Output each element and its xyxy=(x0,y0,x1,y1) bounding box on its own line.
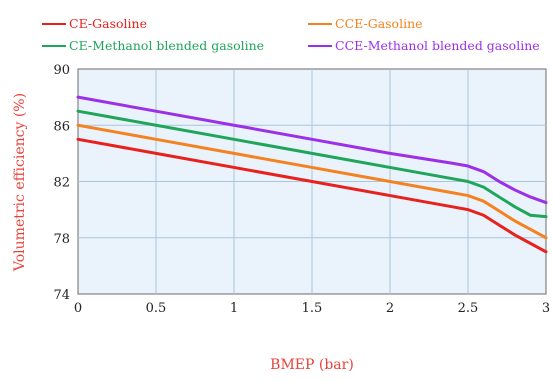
legend: CE-Gasoline CCE-Gasoline CE-Methanol blend… xyxy=(42,16,540,53)
series-line xyxy=(76,95,548,205)
x-tick-label: 2 xyxy=(386,301,394,316)
x-axis-label: BMEP (bar) xyxy=(270,357,354,373)
legend-label: CE-Methanol blended gasoline xyxy=(69,38,264,53)
legend-label: CE-Gasoline xyxy=(69,16,147,31)
y-tick-label: 74 xyxy=(53,288,70,303)
legend-label: CCE-Gasoline xyxy=(335,16,423,31)
y-tick-labels: 74 78 82 86 90 xyxy=(53,63,70,303)
series-lines xyxy=(76,95,548,254)
series-line xyxy=(76,123,548,240)
x-tick-label: 0 xyxy=(74,301,82,316)
x-tick-label: 3 xyxy=(542,301,550,316)
y-axis-label: Volumetric efficiency (%) xyxy=(12,93,28,272)
x-tick-labels: 0 0.5 1 1.5 2 2.5 3 xyxy=(74,301,550,316)
x-tick-label: 1 xyxy=(230,301,238,316)
x-tick-label: 1.5 xyxy=(302,301,323,316)
y-tick-label: 78 xyxy=(53,232,70,247)
x-tick-label: 2.5 xyxy=(458,301,479,316)
series-line xyxy=(76,109,548,219)
series-line xyxy=(76,137,548,254)
y-tick-label: 82 xyxy=(53,176,70,191)
y-tick-label: 86 xyxy=(53,119,70,134)
y-tick-label: 90 xyxy=(53,63,70,78)
legend-label: CCE-Methanol blended gasoline xyxy=(335,38,540,53)
x-tick-label: 0.5 xyxy=(146,301,167,316)
